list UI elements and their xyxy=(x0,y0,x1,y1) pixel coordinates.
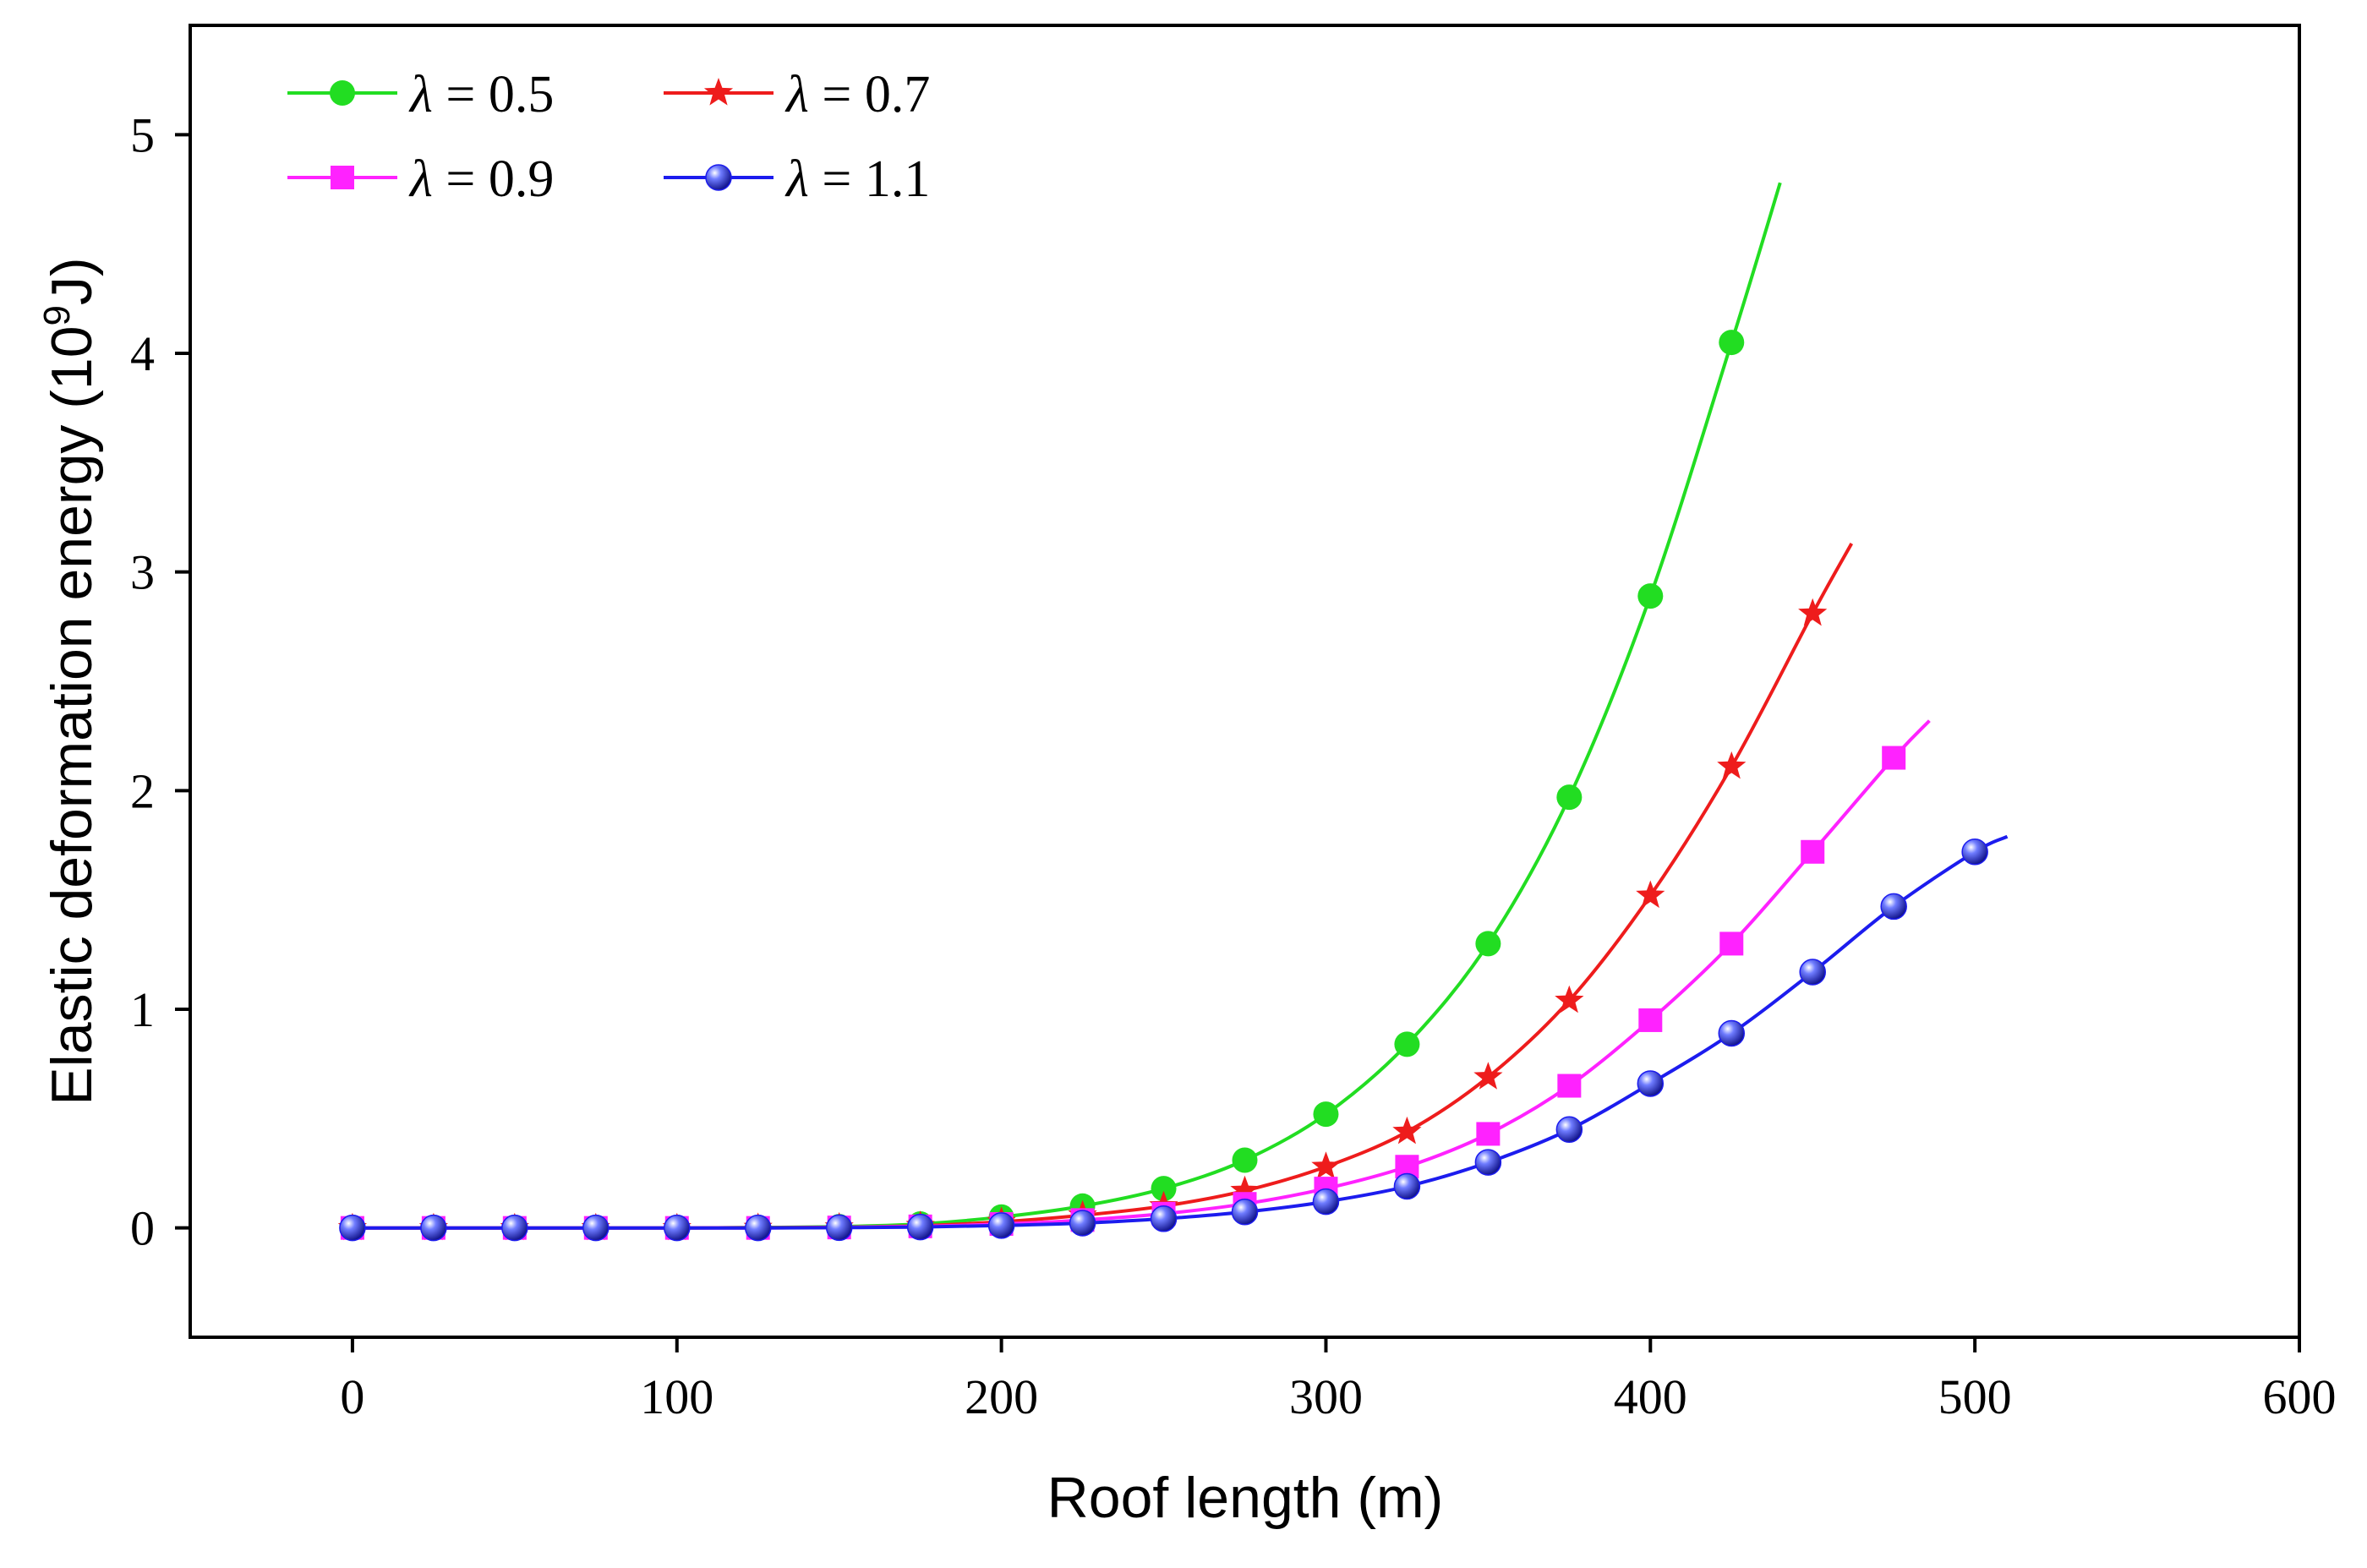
series-lambda-1.1 xyxy=(339,834,2009,1242)
x-tick-label: 600 xyxy=(2263,1369,2337,1424)
data-point xyxy=(1636,880,1665,909)
data-point xyxy=(1637,583,1664,609)
x-tick-label: 100 xyxy=(640,1369,713,1424)
legend-marker xyxy=(703,78,734,106)
legend: λ = 0.5 λ = 0.7λ = 0.9 λ = 1.1 xyxy=(287,66,930,208)
legend-value: 1.1 xyxy=(865,150,931,208)
legend-equals: = xyxy=(809,150,865,208)
y-axis-title-exponent: 9 xyxy=(36,305,78,325)
legend-entry-1.1: λ = 1.1 xyxy=(664,150,930,208)
data-point xyxy=(420,1214,447,1242)
data-point xyxy=(1393,1172,1421,1200)
data-point xyxy=(1231,1199,1259,1226)
data-point xyxy=(1069,1210,1096,1237)
data-point xyxy=(1880,893,1907,921)
data-point xyxy=(1311,1151,1341,1179)
data-point xyxy=(1557,1074,1582,1098)
x-tick-label: 200 xyxy=(965,1369,1038,1424)
data-point xyxy=(1719,330,1745,356)
data-point xyxy=(1313,1101,1339,1128)
data-point xyxy=(906,1213,934,1241)
x-axis-title: Roof length (m) xyxy=(1047,1466,1444,1530)
data-point xyxy=(582,1214,610,1242)
y-tick-label: 0 xyxy=(130,1201,155,1256)
data-point xyxy=(1961,839,1988,866)
series-lambda-0.7 xyxy=(337,543,1854,1241)
data-point xyxy=(1717,751,1747,779)
legend-marker xyxy=(705,164,732,191)
y-axis-title-unit: J) xyxy=(40,257,104,305)
data-point xyxy=(339,1214,366,1242)
legend-label: λ = 0.7 xyxy=(784,66,930,123)
axis-ticks: 0 100 200 300 400 500 600 0 1 2 3 4 5 xyxy=(130,107,2337,1424)
legend-value: 0.7 xyxy=(865,66,931,123)
data-point xyxy=(1556,784,1583,811)
data-point xyxy=(1392,1116,1422,1145)
data-point xyxy=(825,1214,853,1242)
y-tick-label: 5 xyxy=(130,107,155,162)
data-point xyxy=(501,1214,528,1242)
y-tick-label: 1 xyxy=(130,982,155,1037)
series-line xyxy=(352,543,1854,1230)
series-line xyxy=(352,182,1782,1230)
y-axis-title: Elastic deformation energy (109J) xyxy=(36,257,104,1105)
data-point xyxy=(1882,746,1906,770)
y-tick-label: 3 xyxy=(130,545,155,600)
legend-entry-0.9: λ = 0.9 xyxy=(287,150,554,208)
data-point xyxy=(1798,598,1828,626)
x-tick-label: 0 xyxy=(340,1369,364,1424)
legend-marker xyxy=(331,166,354,189)
legend-symbol: λ xyxy=(784,150,809,208)
series-layer xyxy=(337,182,2009,1242)
y-tick-label: 2 xyxy=(130,763,155,818)
data-point xyxy=(1151,1176,1177,1202)
data-point xyxy=(1230,1175,1260,1204)
data-point xyxy=(1638,1008,1663,1032)
data-point xyxy=(1719,932,1744,956)
y-tick-label: 4 xyxy=(130,326,155,381)
x-tick-label: 400 xyxy=(1614,1369,1687,1424)
data-point xyxy=(1718,1019,1746,1047)
legend-symbol: λ xyxy=(408,150,433,208)
data-point xyxy=(664,1214,691,1242)
data-point xyxy=(1394,1031,1420,1057)
legend-label: λ = 0.9 xyxy=(408,150,554,208)
x-tick-label: 500 xyxy=(1938,1369,2012,1424)
legend-entry-0.7: λ = 0.7 xyxy=(664,66,930,123)
series-lambda-0.9 xyxy=(340,719,1931,1240)
data-point xyxy=(1476,1122,1501,1146)
data-point xyxy=(1555,1116,1583,1144)
legend-symbol: λ xyxy=(408,66,433,123)
legend-equals: = xyxy=(809,66,865,123)
data-point xyxy=(1801,839,1825,864)
legend-value: 0.9 xyxy=(489,150,555,208)
legend-symbol: λ xyxy=(784,66,809,123)
plot-frame xyxy=(189,24,2301,1339)
data-point xyxy=(987,1212,1015,1239)
data-point xyxy=(1150,1205,1178,1232)
legend-equals: = xyxy=(433,150,489,208)
legend-label: λ = 1.1 xyxy=(784,150,930,208)
data-point xyxy=(1637,1070,1665,1097)
data-point xyxy=(1799,959,1826,986)
data-point xyxy=(1473,1062,1503,1090)
y-axis-title-main: Elastic deformation energy (10 xyxy=(40,325,104,1105)
data-point xyxy=(744,1214,772,1242)
data-point xyxy=(1555,985,1584,1013)
data-point xyxy=(1232,1147,1258,1173)
data-point xyxy=(1474,1149,1502,1176)
legend-marker xyxy=(330,80,355,106)
legend-entry-0.5: λ = 0.5 xyxy=(287,66,554,123)
legend-equals: = xyxy=(433,66,489,123)
data-point xyxy=(1475,931,1501,957)
data-point xyxy=(1312,1188,1340,1216)
legend-label: λ = 0.5 xyxy=(408,66,554,123)
x-tick-label: 300 xyxy=(1289,1369,1363,1424)
series-line xyxy=(352,834,2009,1230)
legend-value: 0.5 xyxy=(489,66,555,123)
series-line xyxy=(352,719,1931,1230)
